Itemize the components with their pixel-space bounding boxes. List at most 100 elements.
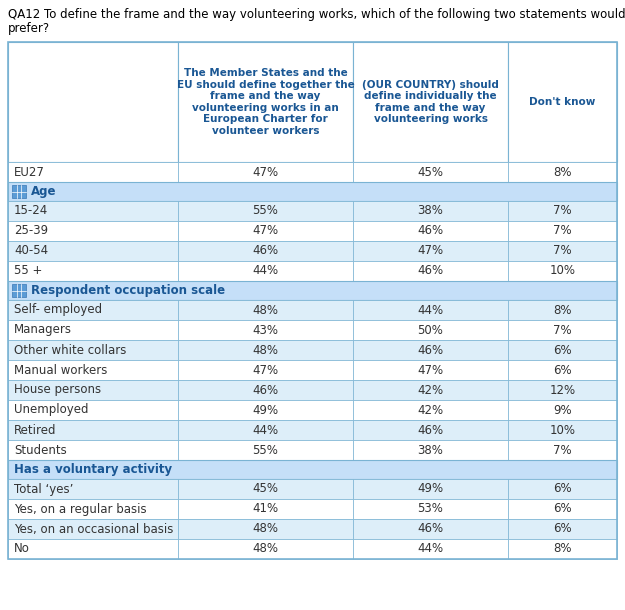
Text: 10%: 10% [549,423,576,437]
Bar [8,440,178,460]
Bar [8,42,178,162]
Bar [178,499,353,519]
Bar [8,182,617,201]
Bar [8,261,178,281]
Bar [8,380,178,400]
Bar [178,340,353,360]
Bar [353,340,508,360]
Bar [353,499,508,519]
Bar [8,420,178,440]
Bar [353,539,508,559]
Bar [508,420,617,440]
Text: 6%: 6% [553,523,572,536]
Bar [508,380,617,400]
Bar [178,440,353,460]
Bar [178,300,353,320]
Text: 6%: 6% [553,483,572,495]
Text: 49%: 49% [418,483,444,495]
Bar [353,261,508,281]
Text: 46%: 46% [418,423,444,437]
Bar [178,539,353,559]
Text: QA12 To define the frame and the way volunteering works, which of the following : QA12 To define the frame and the way vol… [8,8,625,21]
Text: 44%: 44% [253,265,279,278]
Bar [178,320,353,340]
Text: 25-39: 25-39 [14,224,48,237]
Bar [8,201,178,221]
Bar [353,42,508,162]
Text: prefer?: prefer? [8,22,50,35]
Text: 7%: 7% [553,443,572,456]
Text: 50%: 50% [418,323,444,337]
Bar [353,241,508,261]
Bar [8,400,178,420]
Bar [353,400,508,420]
Bar [178,162,353,182]
Bar [178,400,353,420]
Bar [353,479,508,499]
Text: 6%: 6% [553,364,572,376]
Text: 48%: 48% [253,523,279,536]
Text: 6%: 6% [553,343,572,356]
Text: 8%: 8% [553,542,572,556]
Bar [508,201,617,221]
Bar [8,162,178,182]
Bar [178,519,353,539]
Text: The Member States and the
EU should define together the
frame and the way
volunt: The Member States and the EU should defi… [177,68,354,136]
Text: 43%: 43% [253,323,279,337]
Text: 38%: 38% [418,204,444,218]
Text: Age: Age [31,185,56,198]
Bar [178,241,353,261]
Text: Self- employed: Self- employed [14,304,102,317]
Bar [8,300,178,320]
Text: Managers: Managers [14,323,72,337]
Text: 9%: 9% [553,403,572,417]
Text: 48%: 48% [253,304,279,317]
Text: 53%: 53% [418,503,444,515]
Text: EU27: EU27 [14,165,45,179]
Bar [8,241,178,261]
Text: 47%: 47% [418,245,444,257]
Text: 49%: 49% [253,403,279,417]
Text: 46%: 46% [253,245,279,257]
Bar [508,221,617,241]
Text: 48%: 48% [253,343,279,356]
Text: 42%: 42% [418,403,444,417]
Bar [12,284,26,297]
Text: 10%: 10% [549,265,576,278]
Bar [508,241,617,261]
Text: 15-24: 15-24 [14,204,48,218]
Text: 38%: 38% [418,443,444,456]
Text: 8%: 8% [553,165,572,179]
Bar [353,300,508,320]
Text: Retired: Retired [14,423,56,437]
Bar [8,340,178,360]
Bar [178,420,353,440]
Text: 45%: 45% [253,483,279,495]
Bar [8,479,178,499]
Text: Unemployed: Unemployed [14,403,89,417]
Text: 6%: 6% [553,503,572,515]
Bar [178,360,353,380]
Text: Has a voluntary activity: Has a voluntary activity [14,463,172,476]
Text: 47%: 47% [253,364,279,376]
Text: 44%: 44% [418,542,444,556]
Bar [508,340,617,360]
Bar [353,440,508,460]
Text: 47%: 47% [253,165,279,179]
Text: Don't know: Don't know [529,97,596,107]
Bar [508,539,617,559]
Bar [508,499,617,519]
Bar [8,360,178,380]
Text: Manual workers: Manual workers [14,364,108,376]
Text: Total ‘yes’: Total ‘yes’ [14,483,73,495]
Text: 47%: 47% [418,364,444,376]
Text: (OUR COUNTRY) should
define individually the
frame and the way
volunteering work: (OUR COUNTRY) should define individually… [362,79,499,124]
Text: 40-54: 40-54 [14,245,48,257]
Text: 55%: 55% [253,204,279,218]
Bar [178,479,353,499]
Bar [353,420,508,440]
Text: Other white collars: Other white collars [14,343,126,356]
Bar [508,42,617,162]
Bar [8,281,617,300]
Text: 42%: 42% [418,384,444,396]
